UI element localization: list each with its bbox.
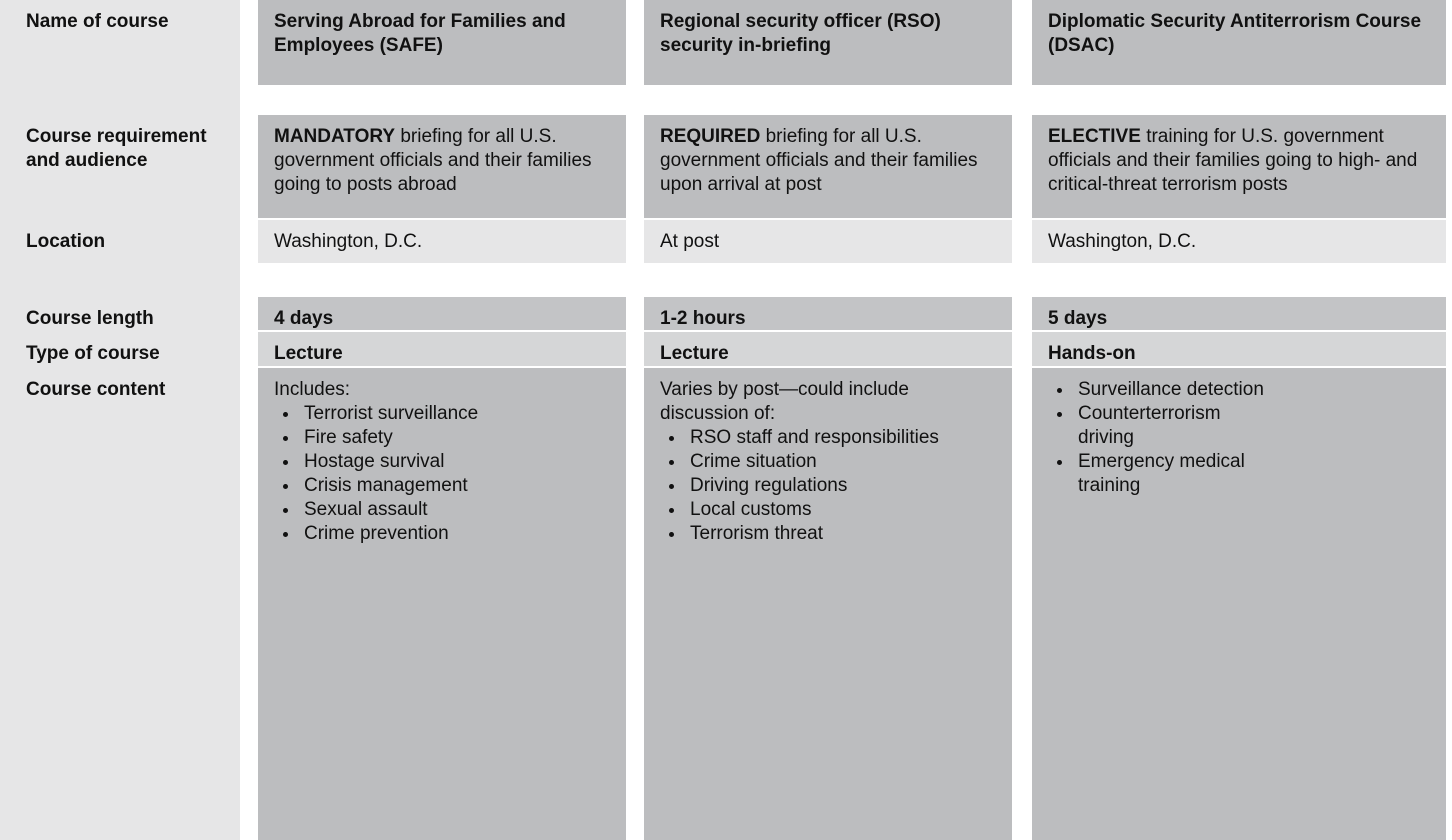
row-label: Course length (26, 308, 154, 329)
cell-text: training for U.S. government officials a… (1048, 126, 1418, 195)
table-cell: Washington, D.C. (258, 220, 626, 263)
row-label: Course requirement and audience (26, 126, 207, 171)
cell-text: 5 days (1048, 308, 1108, 329)
table-cell: Diplomatic Security Antiterrorism Course… (1032, 0, 1446, 85)
intro: Varies by post—could include discussion … (660, 379, 909, 424)
bullet-item: Hostage survival (300, 450, 610, 474)
bullet-item: Crime prevention (300, 522, 610, 546)
cell-text: 4 days (274, 308, 334, 329)
bullet-item: Terrorist surveillance (300, 402, 610, 426)
table-cell: Hands-on (1032, 332, 1446, 366)
cell-text: 1-2 hours (660, 308, 746, 329)
bullet-item: Driving regulations (686, 474, 996, 498)
table-cell: REQUIRED briefing for all U.S. governmen… (644, 115, 1012, 218)
bullet-item: Terrorism threat (686, 522, 996, 546)
row-label: Location (26, 231, 106, 252)
emphasis: MANDATORY (274, 126, 396, 147)
table-cell: 4 days (258, 297, 626, 330)
bullet-item: Local customs (686, 498, 996, 522)
cell-text: At post (660, 231, 720, 252)
table-cell: MANDATORY briefing for all U.S. governme… (258, 115, 626, 218)
cell-text: Hands-on (1048, 343, 1136, 364)
bullet-list: Terrorist surveillanceFire safetyHostage… (274, 402, 610, 546)
cell-text: Lecture (660, 343, 729, 364)
cell-text: briefing for all U.S. government officia… (660, 126, 978, 195)
table-cell: Serving Abroad for Families and Employee… (258, 0, 626, 85)
cell-text: briefing for all U.S. government officia… (274, 126, 592, 195)
bullet-item: Counterterrorism driving (1074, 402, 1274, 450)
cell-text: Regional security officer (RSO) security… (660, 11, 941, 56)
table-cell: 1-2 hours (644, 297, 1012, 330)
table-cell: Lecture (258, 332, 626, 366)
table-cell: Lecture (644, 332, 1012, 366)
bullet-list: RSO staff and responsibilitiesCrime situ… (660, 426, 996, 546)
cell-text: Serving Abroad for Families and Employee… (274, 11, 566, 56)
cell-text: Diplomatic Security Antiterrorism Course… (1048, 11, 1422, 56)
table-cell: Surveillance detectionCounterterrorism d… (1032, 368, 1446, 840)
intro: Includes: (274, 379, 351, 400)
bullet-item: RSO staff and responsibilities (686, 426, 996, 450)
table-cell: Washington, D.C. (1032, 220, 1446, 263)
emphasis: REQUIRED (660, 126, 761, 147)
bullet-item: Surveillance detection (1074, 378, 1274, 402)
table-cell: Varies by post—could include discussion … (644, 368, 1012, 840)
bullet-item: Crisis management (300, 474, 610, 498)
label-column-bg (0, 0, 240, 840)
cell-text: Lecture (274, 343, 343, 364)
row-label: Type of course (26, 343, 160, 364)
table-cell: 5 days (1032, 297, 1446, 330)
bullet-item: Fire safety (300, 426, 610, 450)
cell-text: Washington, D.C. (274, 231, 423, 252)
bullet-item: Crime situation (686, 450, 996, 474)
cell-text: Washington, D.C. (1048, 231, 1197, 252)
table-cell: ELECTIVE training for U.S. government of… (1032, 115, 1446, 218)
emphasis: ELECTIVE (1048, 126, 1141, 147)
bullet-item: Emergency medical training (1074, 450, 1274, 498)
row-label: Course content (26, 379, 166, 400)
row-label: Name of course (26, 11, 169, 32)
table-cell: Regional security officer (RSO) security… (644, 0, 1012, 85)
bullet-item: Sexual assault (300, 498, 610, 522)
table-cell: At post (644, 220, 1012, 263)
table-cell: Includes:Terrorist surveillanceFire safe… (258, 368, 626, 840)
bullet-list: Surveillance detectionCounterterrorism d… (1048, 378, 1274, 498)
